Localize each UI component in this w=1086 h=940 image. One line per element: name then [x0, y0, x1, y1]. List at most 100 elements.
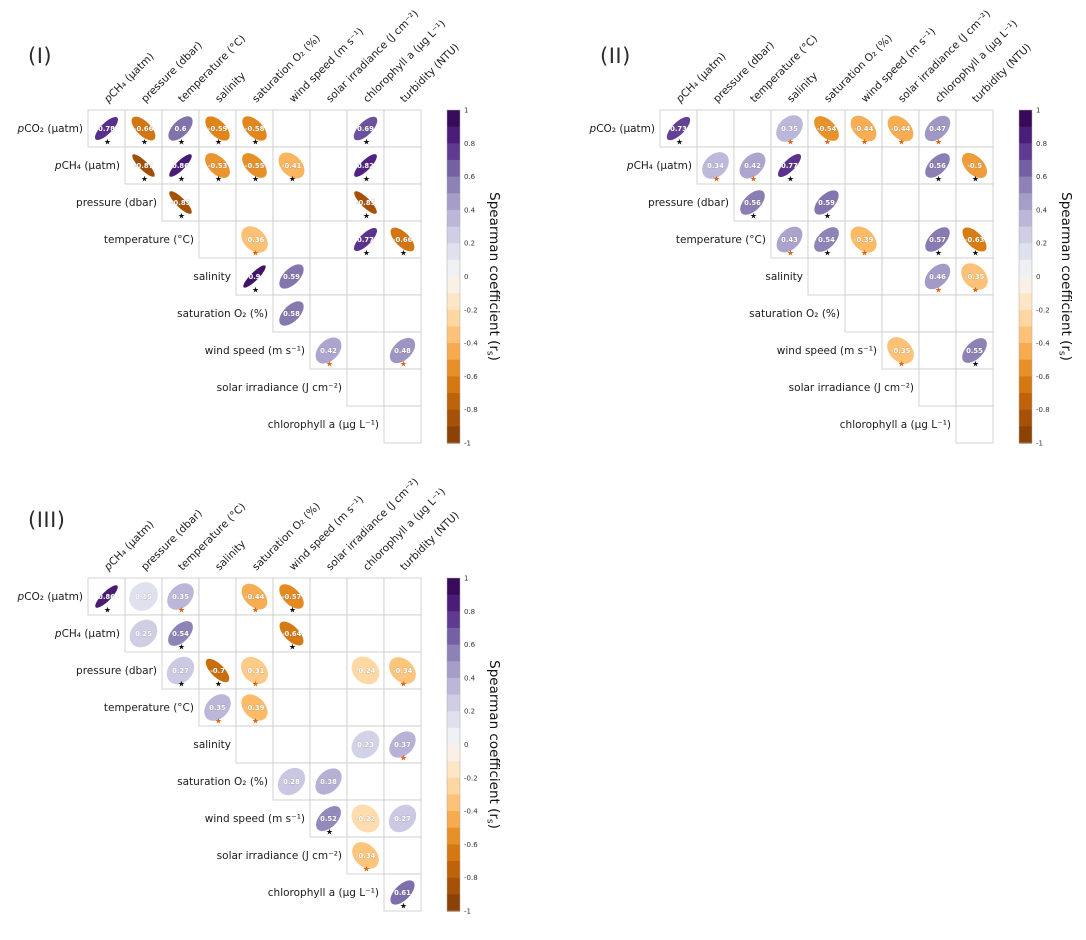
colorbar-tick: 0: [464, 273, 468, 281]
correlation-cell: 0.6 ★: [168, 116, 193, 147]
significance-star: ★: [215, 717, 222, 726]
colorbar-tick: -0.2: [1036, 306, 1050, 314]
panel-I-matrix: pCH₄ (µatm)pressure (dbar)temperature (°…: [17, 8, 502, 447]
row-header: pressure (dbar): [648, 197, 729, 209]
correlation-cell: 0.23: [351, 730, 380, 759]
correlation-value: -0.87: [134, 162, 154, 170]
significance-star: ★: [898, 360, 905, 369]
correlation-cell: -0.57 ★: [279, 584, 304, 615]
row-header: pressure (dbar): [76, 665, 157, 677]
correlation-ellipse: [961, 152, 988, 179]
significance-star: ★: [787, 138, 794, 147]
colorbar-frame: [446, 109, 461, 444]
matrix-cell-frame: [955, 146, 994, 185]
significance-star: ★: [363, 175, 370, 184]
colorbar-tick: 1: [464, 575, 468, 583]
matrix-cell-frame: [272, 109, 311, 148]
significance-star: ★: [141, 175, 148, 184]
matrix-cell-frame: [844, 257, 883, 296]
matrix-cell-frame: [198, 183, 237, 222]
matrix-cell-frame: [272, 220, 311, 259]
correlation-cell: -0.44 ★: [850, 115, 877, 147]
correlation-ellipse: [132, 154, 155, 177]
colorbar-segment: [447, 243, 460, 261]
correlation-ellipse: [740, 190, 765, 215]
matrix-cell-frame: [383, 257, 422, 296]
significance-star: ★: [787, 175, 794, 184]
correlation-value: 0.35: [781, 125, 798, 133]
correlation-value: -0.66: [393, 236, 413, 244]
correlation-ellipse: [776, 115, 803, 142]
colorbar-tick: 0.6: [464, 173, 476, 181]
significance-star: ★: [400, 680, 407, 689]
correlation-cell: -0.85 ★: [354, 191, 377, 221]
correlation-value: 0.82: [357, 162, 374, 170]
panel-III-matrix: pCH₄ (µatm)pressure (dbar)temperature (°…: [17, 476, 502, 915]
column-header: pressure (dbar): [711, 39, 777, 105]
column-header: temperature (°C): [176, 33, 248, 105]
colorbar-segment: [447, 326, 460, 344]
significance-star: ★: [178, 212, 185, 221]
matrix-cell-frame: [346, 614, 385, 653]
matrix-cell-frame: [198, 614, 237, 653]
significance-star: ★: [363, 138, 370, 147]
significance-star: ★: [676, 138, 683, 147]
correlation-value: -0.44: [245, 593, 265, 601]
correlation-cell: 0.54 ★: [168, 621, 193, 652]
correlation-cell: 0.27 ★: [166, 656, 195, 689]
correlation-value: -0.58: [245, 125, 265, 133]
matrix-cell-frame: [807, 146, 846, 185]
correlation-cell: -0.44 ★: [241, 583, 268, 615]
matrix-cell-frame: [955, 109, 994, 148]
correlation-cell: -0.63 ★: [962, 227, 987, 258]
correlation-cell: -0.85 ★: [169, 191, 192, 221]
correlation-cell: 0.15: [129, 582, 158, 611]
correlation-cell: -0.59 ★: [205, 116, 230, 147]
colorbar-segment: [447, 209, 460, 228]
correlation-ellipse: [887, 115, 914, 142]
correlation-ellipse: [316, 806, 341, 831]
correlation-cell: -0.66 ★: [390, 227, 415, 258]
significance-star: ★: [787, 249, 794, 258]
correlation-value: 0.56: [929, 162, 946, 170]
correlation-cell: -0.35 ★: [887, 337, 914, 369]
row-header: saturation O₂ (%): [749, 308, 840, 320]
significance-star: ★: [178, 680, 185, 689]
correlation-value: 0.35: [172, 593, 189, 601]
matrix-cell-frame: [272, 688, 311, 727]
row-header: chlorophyll a (µg L⁻¹): [268, 887, 379, 899]
matrix-cell-frame: [383, 762, 422, 801]
row-header: solar irradiance (J cm⁻²): [217, 382, 342, 394]
row-header: saturation O₂ (%): [177, 776, 268, 788]
correlation-cell: -0.44 ★: [887, 115, 914, 147]
correlation-ellipse: [666, 116, 691, 141]
colorbar-segment: [447, 110, 460, 128]
colorbar-segment: [447, 861, 460, 879]
correlation-cell: -0.7 ★: [205, 658, 230, 689]
colorbar-segment: [447, 744, 460, 762]
correlation-value: 0.27: [172, 667, 189, 675]
matrix-cell-frame: [383, 294, 422, 333]
colorbar-tick: 1: [1036, 107, 1040, 115]
correlation-ellipse: [205, 658, 230, 683]
significance-star: ★: [400, 249, 407, 258]
colorbar-segment: [1019, 276, 1032, 294]
correlation-ellipse: [315, 337, 342, 364]
matrix-cell-frame: [918, 331, 957, 370]
correlation-ellipse: [390, 880, 415, 905]
colorbar-segment: [1019, 293, 1032, 311]
correlation-ellipse: [850, 115, 877, 142]
colorbar-segment: [447, 426, 460, 444]
correlation-cell: -0.39 ★: [850, 226, 877, 258]
colorbar-segment: [447, 844, 460, 862]
matrix-cell-frame: [309, 294, 348, 333]
significance-star: ★: [289, 606, 296, 615]
correlation-cell: -0.24: [351, 656, 380, 685]
matrix-cell-frame: [346, 577, 385, 616]
colorbar-segment: [447, 627, 460, 646]
correlation-ellipse: [169, 154, 192, 177]
correlation-cell: -0.87 ★: [132, 154, 155, 184]
matrix-cell-frame: [309, 688, 348, 727]
matrix-cell-frame: [955, 183, 994, 222]
row-header: chlorophyll a (µg L⁻¹): [840, 419, 951, 431]
